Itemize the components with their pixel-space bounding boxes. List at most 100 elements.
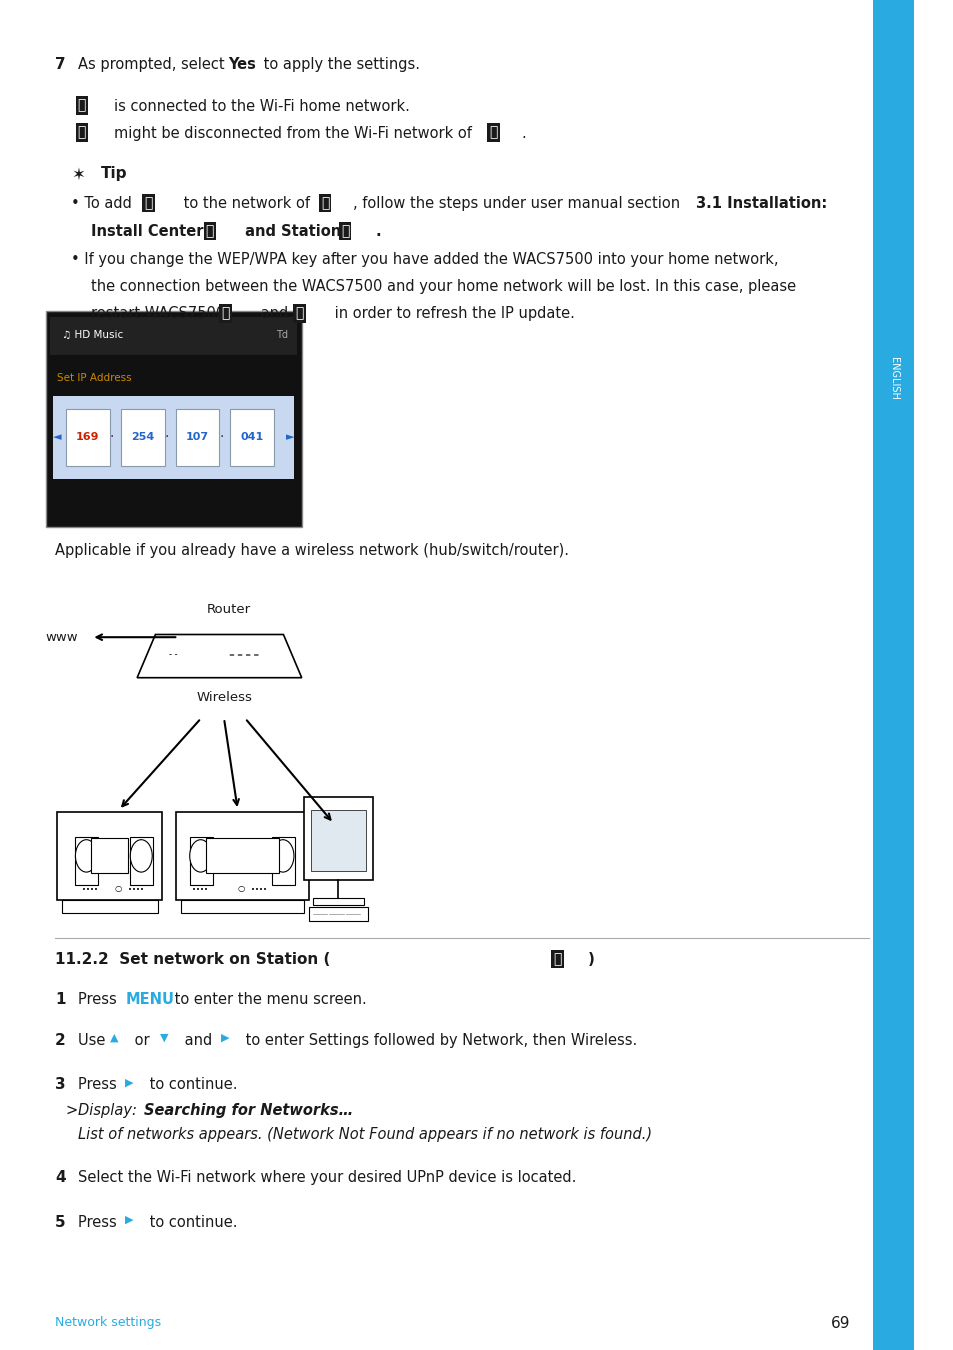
Text: Yes: Yes xyxy=(229,57,256,72)
Text: Use: Use xyxy=(77,1033,110,1048)
Bar xyxy=(231,409,274,466)
Bar xyxy=(51,317,296,355)
Text: Ⓢ: Ⓢ xyxy=(340,224,349,238)
Bar xyxy=(57,811,162,899)
Bar xyxy=(272,837,294,886)
Bar xyxy=(121,409,165,466)
Text: ◄: ◄ xyxy=(53,432,62,443)
Text: 254: 254 xyxy=(131,432,154,443)
Bar xyxy=(75,837,98,886)
Bar xyxy=(311,810,365,871)
Text: 7: 7 xyxy=(55,57,66,72)
Bar xyxy=(62,899,157,913)
Text: to continue.: to continue. xyxy=(145,1077,237,1092)
Text: 3: 3 xyxy=(55,1077,66,1092)
Text: 5: 5 xyxy=(55,1215,66,1230)
Text: ••••: •••• xyxy=(252,887,267,894)
Text: , follow the steps under user manual section: , follow the steps under user manual sec… xyxy=(353,196,684,211)
Text: ENGLISH: ENGLISH xyxy=(888,356,899,400)
Text: to the network of: to the network of xyxy=(179,196,314,211)
Text: Searching for Networks…: Searching for Networks… xyxy=(143,1103,353,1118)
Text: Ⓢ: Ⓢ xyxy=(553,952,561,965)
Text: As prompted, select: As prompted, select xyxy=(77,57,229,72)
Text: ▲: ▲ xyxy=(110,1033,118,1042)
Text: 11.2.2  Set network on Station (: 11.2.2 Set network on Station ( xyxy=(55,952,330,967)
Text: to apply the settings.: to apply the settings. xyxy=(258,57,419,72)
Text: to continue.: to continue. xyxy=(145,1215,237,1230)
Text: ): ) xyxy=(587,952,594,967)
Text: 041: 041 xyxy=(240,432,264,443)
Text: in order to refresh the IP update.: in order to refresh the IP update. xyxy=(330,306,575,321)
Text: - -: - - xyxy=(169,651,177,659)
Bar xyxy=(53,396,294,479)
Text: and: and xyxy=(180,1033,216,1048)
Bar xyxy=(313,898,363,904)
Polygon shape xyxy=(137,634,301,678)
Text: Select the Wi-Fi network where your desired UPnP device is located.: Select the Wi-Fi network where your desi… xyxy=(77,1170,576,1185)
Text: ►: ► xyxy=(285,432,294,443)
Text: Ⓒ: Ⓒ xyxy=(206,224,213,238)
Text: ✶: ✶ xyxy=(71,166,85,184)
Text: restart WACS7500: restart WACS7500 xyxy=(91,306,230,321)
Bar xyxy=(91,838,128,873)
Text: MENU: MENU xyxy=(125,992,174,1007)
Text: ▶: ▶ xyxy=(221,1033,230,1042)
Text: ▼: ▼ xyxy=(160,1033,169,1042)
Text: Network settings: Network settings xyxy=(55,1316,161,1330)
Text: • To add: • To add xyxy=(71,196,136,211)
Text: to enter Settings followed by Network, then Wireless.: to enter Settings followed by Network, t… xyxy=(241,1033,637,1048)
Text: Ⓢ: Ⓢ xyxy=(295,306,303,320)
Text: = = = =: = = = = xyxy=(229,652,258,657)
Text: .: . xyxy=(520,126,525,140)
Text: .: . xyxy=(375,224,381,239)
Bar xyxy=(180,899,304,913)
Bar xyxy=(66,409,110,466)
Bar xyxy=(46,310,301,526)
Text: List of networks appears. (Network Not Found appears if no network is found.): List of networks appears. (Network Not F… xyxy=(77,1127,651,1142)
Text: Applicable if you already have a wireless network (hub/switch/router).: Applicable if you already have a wireles… xyxy=(55,543,568,558)
Text: Press: Press xyxy=(77,992,121,1007)
Text: ·: · xyxy=(219,431,223,444)
Text: and: and xyxy=(255,306,293,321)
Text: Display:: Display: xyxy=(77,1103,141,1118)
Text: ♫ HD Music: ♫ HD Music xyxy=(62,329,123,340)
Bar xyxy=(303,796,373,880)
Text: • If you change the WEP/WPA key after you have added the WACS7500 into your home: • If you change the WEP/WPA key after yo… xyxy=(71,252,778,267)
Text: Ⓒ: Ⓒ xyxy=(77,99,86,112)
Text: ·: · xyxy=(164,431,169,444)
Text: Ⓢ: Ⓢ xyxy=(77,126,86,139)
Text: 4: 4 xyxy=(55,1170,66,1185)
Bar xyxy=(206,838,278,873)
Text: to enter the menu screen.: to enter the menu screen. xyxy=(170,992,366,1007)
Text: >: > xyxy=(66,1103,83,1118)
Text: 107: 107 xyxy=(186,432,209,443)
Text: Ⓒ: Ⓒ xyxy=(489,126,497,139)
Text: 69: 69 xyxy=(830,1316,849,1331)
Text: 2: 2 xyxy=(55,1033,66,1048)
Text: Install Center: Install Center xyxy=(91,224,209,239)
Circle shape xyxy=(190,840,212,872)
Text: is connected to the Wi-Fi home network.: is connected to the Wi-Fi home network. xyxy=(114,99,410,113)
Bar xyxy=(131,837,153,886)
Text: ••••: •••• xyxy=(192,887,208,894)
Text: ·: · xyxy=(110,431,113,444)
Text: Press: Press xyxy=(77,1077,121,1092)
Bar xyxy=(872,0,913,1350)
Text: ••••: •••• xyxy=(128,887,144,894)
Bar xyxy=(175,811,308,899)
Text: the connection between the WACS7500 and your home network will be lost. In this : the connection between the WACS7500 and … xyxy=(91,279,796,294)
Text: ••••: •••• xyxy=(82,887,98,894)
Text: or: or xyxy=(130,1033,154,1048)
Text: Router: Router xyxy=(206,603,251,617)
Text: Tip: Tip xyxy=(100,166,127,181)
Circle shape xyxy=(131,840,152,872)
Text: Ⓢ: Ⓢ xyxy=(144,196,152,209)
Circle shape xyxy=(272,840,294,872)
Text: Ⓒ: Ⓒ xyxy=(221,306,230,320)
Bar xyxy=(309,907,367,921)
Text: ○: ○ xyxy=(114,884,121,894)
Text: Wireless: Wireless xyxy=(196,691,252,705)
Text: might be disconnected from the Wi-Fi network of: might be disconnected from the Wi-Fi net… xyxy=(114,126,476,140)
Bar xyxy=(175,409,219,466)
Text: www: www xyxy=(45,630,77,644)
